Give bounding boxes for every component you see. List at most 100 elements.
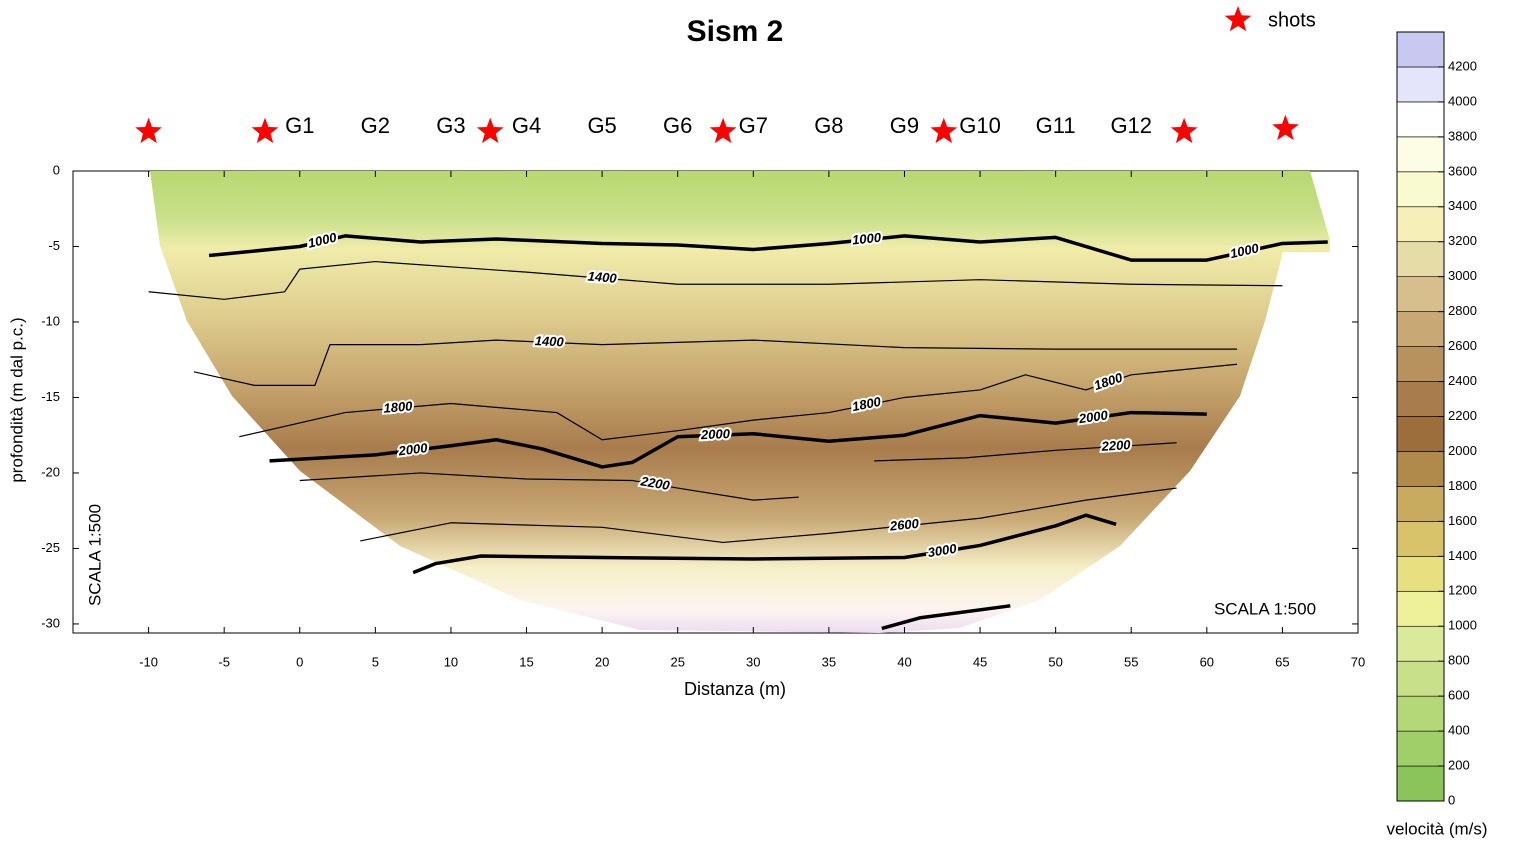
shot-marker xyxy=(135,117,162,144)
colorbar-band xyxy=(1396,590,1445,627)
colorbar-band xyxy=(1396,171,1445,208)
geophone-label: G1 xyxy=(285,113,314,138)
x-tick-label: 65 xyxy=(1275,654,1289,669)
contour-label: 2600 xyxy=(888,516,920,534)
colorbar-band xyxy=(1396,311,1445,347)
colorbar-tick-label: 1400 xyxy=(1448,548,1477,563)
colorbar-band xyxy=(1396,730,1445,767)
colorbar-tick-label: 3000 xyxy=(1448,268,1477,283)
legend-marker xyxy=(1224,6,1252,32)
colorbar-tick-label: 2400 xyxy=(1448,373,1477,388)
contour-line xyxy=(269,410,1207,469)
contour-line xyxy=(360,487,1177,544)
colorbar-tick-label: 1800 xyxy=(1448,478,1477,493)
colorbar-band xyxy=(1396,695,1445,732)
contour-label: 2000 xyxy=(700,426,731,442)
x-tick-label: 10 xyxy=(444,654,458,669)
x-tick-label: -10 xyxy=(139,654,158,669)
contour-line xyxy=(148,260,1283,300)
y-tick-label: -10 xyxy=(41,313,60,328)
geophone-label: G10 xyxy=(959,113,1001,138)
x-tick-label: 15 xyxy=(519,654,533,669)
colorbar-tick-label: 2800 xyxy=(1448,303,1477,318)
contour-line xyxy=(881,604,1011,631)
colorbar-tick-label: 200 xyxy=(1448,757,1470,772)
colorbar-band xyxy=(1396,416,1445,452)
shot-marker xyxy=(709,117,737,144)
contour-line xyxy=(193,339,1238,386)
x-tick-label: 20 xyxy=(595,654,609,669)
x-tick-label: 35 xyxy=(822,654,836,669)
colorbar-tick-label: 3400 xyxy=(1448,198,1477,213)
colorbar-tick-label: 4200 xyxy=(1448,58,1477,73)
y-tick-label: -30 xyxy=(41,615,60,630)
x-tick-label: 30 xyxy=(746,654,760,669)
colorbar-band xyxy=(1396,660,1445,697)
y-tick-label: 0 xyxy=(53,162,60,177)
x-tick-label: 55 xyxy=(1124,654,1138,669)
colorbar-band xyxy=(1396,101,1445,138)
colorbar-band xyxy=(1396,346,1445,382)
chart-title: Sism 2 xyxy=(687,15,784,48)
x-tick-label: 70 xyxy=(1351,654,1365,669)
contour-label: 1000 xyxy=(851,230,882,248)
colorbar-band xyxy=(1396,625,1445,662)
colorbar-tick-label: 600 xyxy=(1448,688,1470,703)
colorbar-tick-label: 3600 xyxy=(1448,163,1477,178)
colorbar-tick-label: 4000 xyxy=(1448,93,1477,108)
colorbar-band xyxy=(1396,276,1445,312)
geophone-label: G11 xyxy=(1036,113,1076,138)
x-axis-label: Distanza (m) xyxy=(684,679,786,699)
contour-line xyxy=(299,472,799,501)
x-tick-label: 5 xyxy=(372,654,379,669)
x-tick-label: 45 xyxy=(973,654,987,669)
contour-label: 2000 xyxy=(397,440,429,459)
shot-marker xyxy=(1272,114,1299,141)
y-tick-label: -20 xyxy=(41,464,60,479)
colorbar-band xyxy=(1396,206,1445,243)
colorbar-band xyxy=(1396,765,1445,802)
colorbar-tick-label: 3200 xyxy=(1448,233,1477,248)
colorbar-band xyxy=(1396,521,1445,557)
scale-annotation: SCALA 1:500 xyxy=(85,504,104,606)
colorbar-band xyxy=(1396,451,1445,487)
colorbar-band xyxy=(1396,381,1445,417)
colorbar-tick-label: 400 xyxy=(1448,723,1470,738)
x-tick-label: 0 xyxy=(296,654,303,669)
colorbar-band xyxy=(1396,241,1445,277)
x-tick-label: -5 xyxy=(218,654,230,669)
contour-label: 1800 xyxy=(383,398,414,415)
colorbar-band xyxy=(1396,486,1445,522)
y-tick-label: -25 xyxy=(41,540,60,555)
geophone-label: G6 xyxy=(663,113,692,138)
contour-label: 3000 xyxy=(927,541,959,560)
contour-label: 1400 xyxy=(587,269,618,286)
colorbar-tick-label: 2200 xyxy=(1448,408,1477,423)
shot-marker xyxy=(930,117,958,144)
scale-annotation: SCALA 1:500 xyxy=(1214,599,1316,618)
colorbar-tick-label: 2000 xyxy=(1448,443,1477,458)
contour-line xyxy=(208,234,1328,262)
contour-line xyxy=(239,363,1238,441)
geophone-label: G12 xyxy=(1110,113,1152,138)
geophone-label: G9 xyxy=(890,113,919,138)
x-tick-label: 50 xyxy=(1048,654,1062,669)
x-tick-label: 25 xyxy=(670,654,684,669)
geophone-label: G4 xyxy=(512,113,541,138)
geophone-label: G5 xyxy=(587,113,616,138)
x-tick-label: 40 xyxy=(897,654,911,669)
geophone-label: G3 xyxy=(436,113,465,138)
shot-marker xyxy=(476,117,504,144)
colorbar-tick-label: 1200 xyxy=(1448,583,1477,598)
legend-label: shots xyxy=(1268,9,1316,31)
colorbar-tick-label: 1600 xyxy=(1448,513,1477,528)
contour-line xyxy=(874,442,1177,462)
colorbar-tick-label: 1000 xyxy=(1448,618,1477,633)
shot-marker xyxy=(1170,117,1198,144)
colorbar-tick-label: 0 xyxy=(1448,792,1455,807)
colorbar-band xyxy=(1396,556,1445,592)
y-tick-label: -15 xyxy=(41,389,60,404)
contour-label: 2000 xyxy=(1077,407,1109,426)
colorbar-label: velocità (m/s) xyxy=(1386,819,1487,838)
